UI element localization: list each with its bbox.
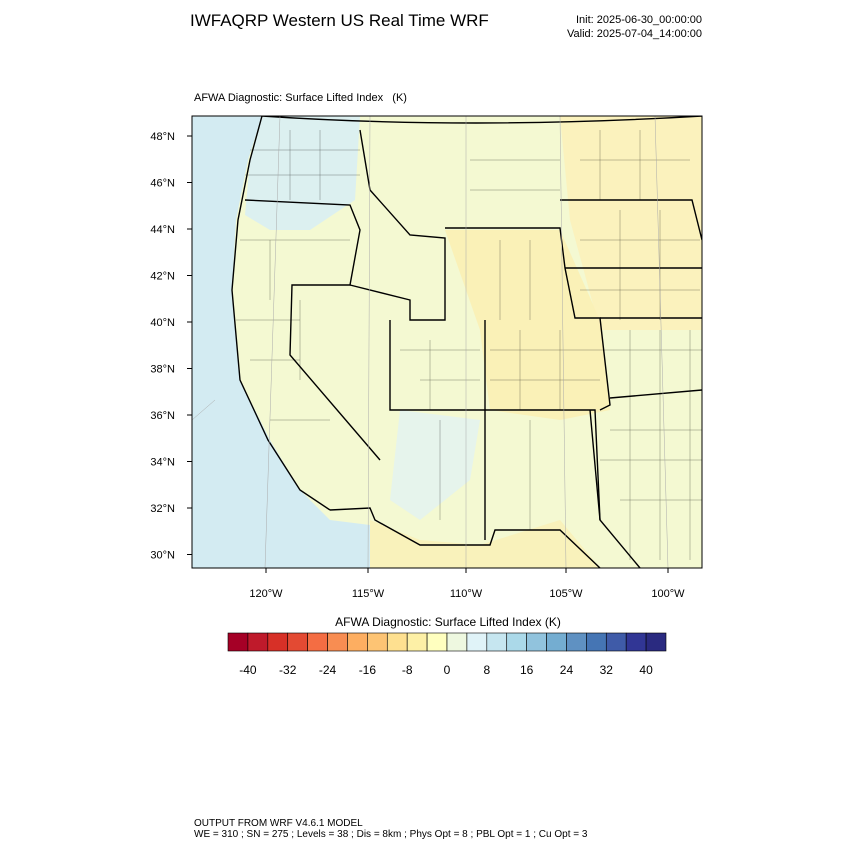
colorbar-box [526,632,547,652]
lon-label: 115°W [352,588,385,600]
colorbar-box [645,632,667,652]
colorbar-box [605,632,627,652]
footer-line: OUTPUT FROM WRF V4.6.1 MODEL [194,818,363,829]
cool-field [390,410,480,520]
lon-label: 100°W [651,588,685,600]
colorbar-box [347,632,368,652]
colorbar-box [446,632,468,652]
init-time: Init: 2025-06-30_00:00:00 [576,14,702,26]
colorbar-box [426,632,448,652]
colorbar-label: -32 [279,663,297,677]
colorbar-box [327,632,348,652]
colorbar-box [386,632,408,652]
colorbar-box [506,632,527,652]
lat-label: 38°N [150,364,175,376]
footer-line: WE = 310 ; SN = 275 ; Levels = 38 ; Dis … [194,829,588,840]
lon-label: 110°W [450,588,483,600]
lat-label: 32°N [150,503,175,515]
ocean-field [192,116,370,568]
colorbar-box [287,632,308,652]
colorbar-label: -40 [239,663,257,677]
counties [236,130,702,560]
lat-label: 42°N [150,271,175,283]
lat-label: 48°N [150,131,175,143]
colorbar-title: AFWA Diagnostic: Surface Lifted Index (K… [335,615,561,629]
map-frame [191,115,703,569]
colorbar-label: 16 [520,663,534,677]
colorbar-box [486,632,508,652]
colorbar-box [227,632,249,652]
lon-label: 105°W [549,588,583,600]
colorbar-label: 8 [483,663,490,677]
lat-label: 44°N [150,224,175,236]
colorbar-label: 32 [600,663,614,677]
colorbar-box [566,632,587,652]
warm-field [370,520,600,568]
colorbar-box [367,632,388,652]
valid-time: Valid: 2025-07-04_14:00:00 [567,28,702,40]
colorbar-box [625,632,647,652]
colorbar-box [267,632,289,652]
colorbar-box [466,632,488,652]
colorbar-box [247,632,269,652]
lon-label: 120°W [249,588,283,600]
main-title: IWFAQRP Western US Real Time WRF [190,11,489,30]
colorbar-label: -24 [319,663,337,677]
colorbar-label: -16 [359,663,377,677]
colorbar-box [586,632,607,652]
map: 48°N 46°N 44°N 42°N 40°N 38°N 36°N 34°N 32°N 30°N… [150,115,703,600]
map-title: AFWA Diagnostic: Surface Lifted Index (K… [194,92,407,104]
graticule [192,116,669,568]
lat-label: 30°N [150,550,175,562]
warm-field [445,230,610,420]
colorbar-box [406,632,428,652]
colorbar-box [307,632,328,652]
colorbar-label: -8 [402,663,413,677]
lat-label: 34°N [150,457,175,469]
lat-label: 46°N [150,178,175,190]
colorbar-label: 40 [639,663,653,677]
colorbar-label: 24 [560,663,574,677]
colorbar: -40 -32 -24 -16 -8 0 8 16 24 32 40 [227,632,667,677]
colorbar-box [546,632,567,652]
lat-label: 40°N [150,317,175,329]
colorbar-label: 0 [444,663,451,677]
borders [231,116,702,568]
warm-field [560,116,702,330]
lat-label: 36°N [150,410,175,422]
